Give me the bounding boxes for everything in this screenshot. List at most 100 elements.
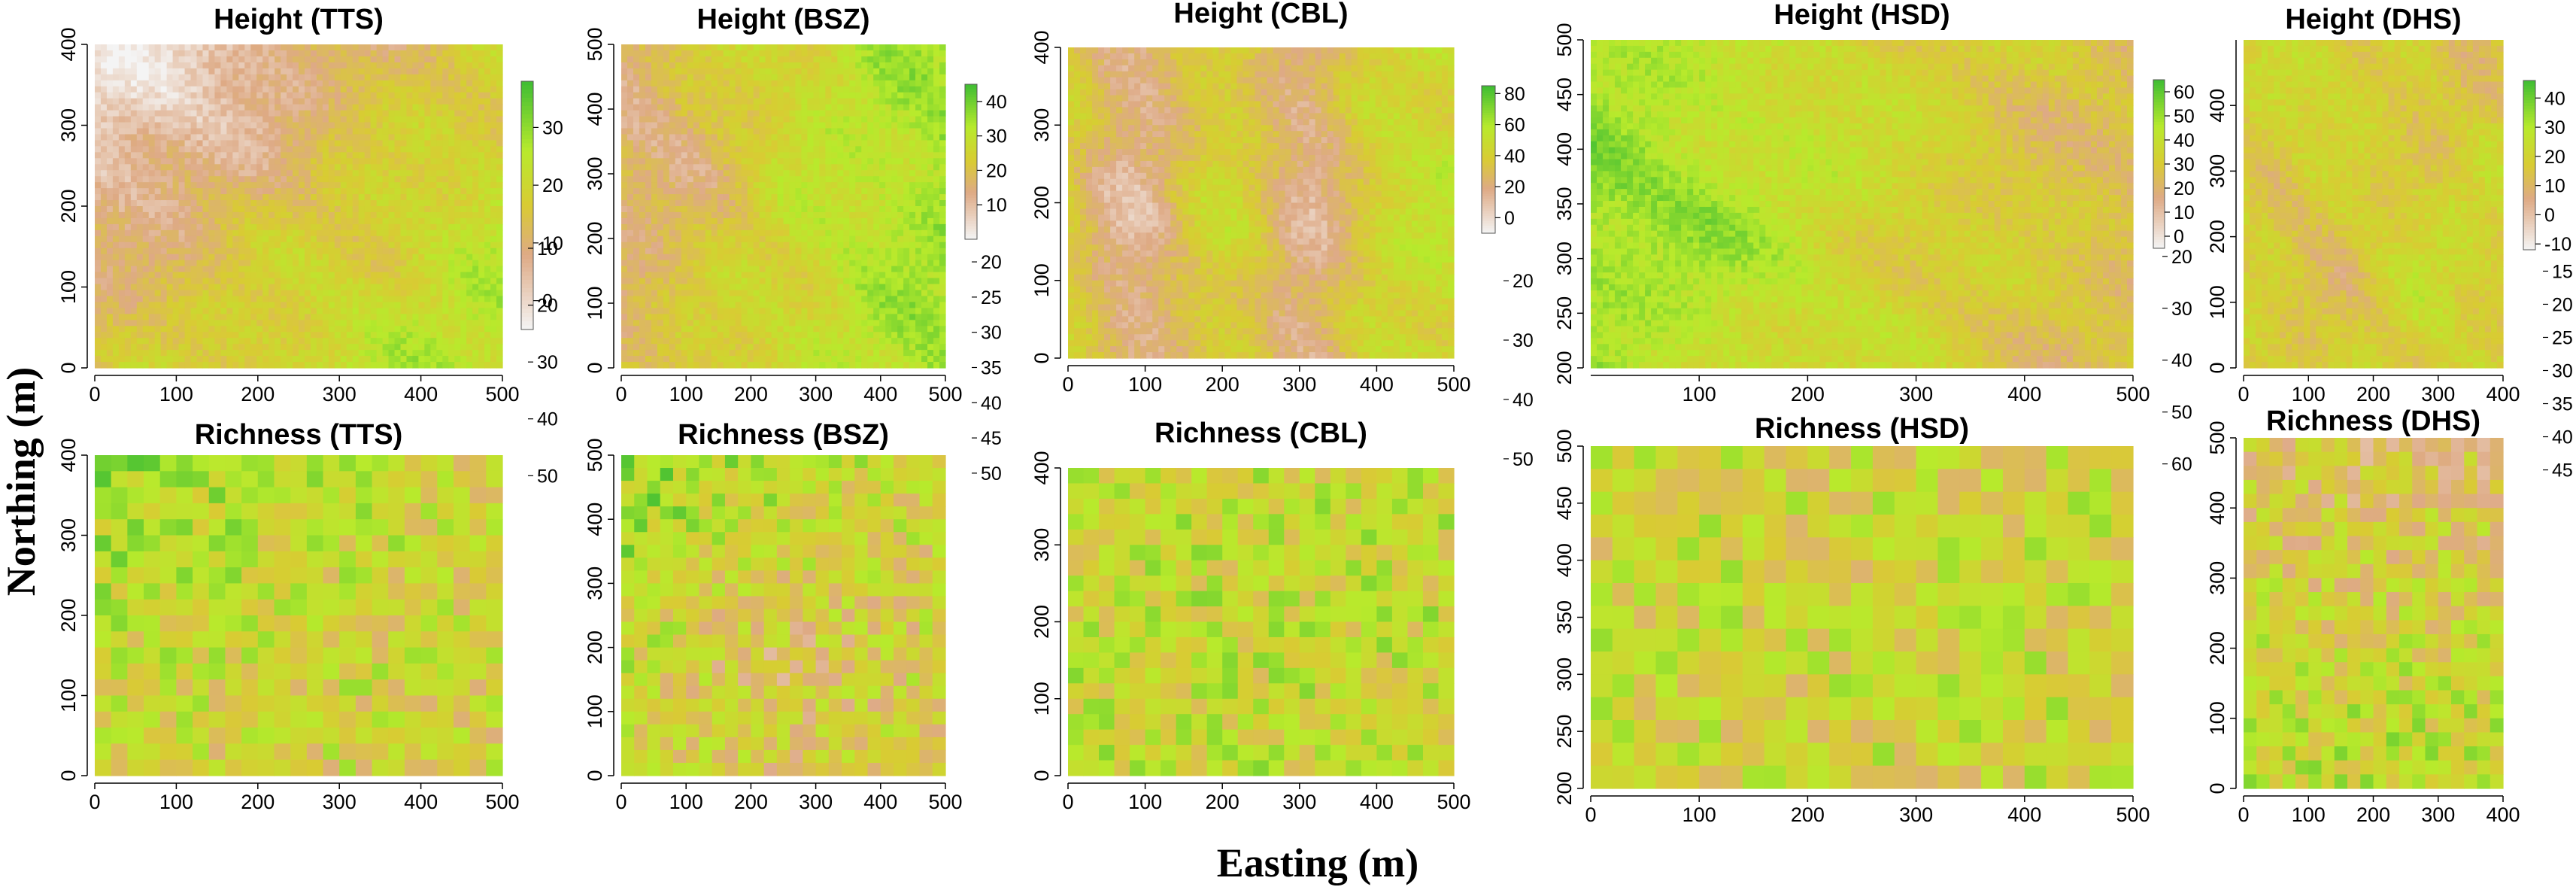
heatmap-cell: [172, 98, 180, 105]
heatmap-cell: [651, 248, 658, 255]
panel-1: Height (TTS)0 100 200 300 400 500010020030040…: [57, 4, 563, 405]
heatmap-cell: [208, 182, 216, 189]
heatmap-cell: [269, 260, 275, 267]
heatmap-cell: [729, 164, 736, 171]
heatmap-cell: [460, 134, 467, 141]
heatmap-cell: [100, 260, 108, 267]
heatmap-cell: [633, 128, 640, 135]
heatmap-cell: [484, 338, 491, 345]
heatmap-cell: [705, 164, 712, 171]
heatmap-cell: [747, 217, 754, 225]
heatmap-cell: [681, 110, 688, 117]
heatmap-cell: [412, 68, 420, 75]
heatmap-cell: [226, 152, 233, 159]
heatmap-cell: [388, 122, 396, 129]
heatmap-cell: [627, 254, 634, 261]
heatmap-cell: [304, 266, 311, 273]
heatmap-cell: [238, 104, 245, 111]
heatmap-cell: [160, 254, 168, 261]
heatmap-cell: [358, 122, 366, 129]
heatmap-cell: [382, 356, 390, 363]
heatmap-cell: [256, 296, 263, 302]
heatmap-cell: [717, 344, 724, 351]
heatmap-cell: [287, 158, 293, 165]
heatmap-cell: [735, 44, 742, 51]
heatmap-cell: [412, 235, 420, 243]
heatmap-cell: [651, 326, 658, 333]
heatmap-cell: [154, 241, 162, 249]
heatmap-cell: [106, 74, 114, 81]
heatmap-cell: [639, 110, 646, 117]
heatmap-cell: [334, 50, 341, 57]
heatmap-cell: [675, 211, 682, 219]
heatmap-cell: [711, 74, 718, 81]
heatmap-cell: [693, 284, 700, 291]
heatmap-cell: [418, 248, 425, 255]
heatmap-cell: [675, 278, 682, 285]
heatmap-cell: [627, 170, 634, 177]
heatmap-cell: [328, 92, 335, 99]
heatmap-cell: [269, 194, 275, 201]
heatmap-cell: [118, 74, 126, 81]
heatmap-cell: [118, 235, 126, 243]
heatmap-cell: [106, 326, 114, 333]
heatmap-cell: [723, 86, 730, 93]
heatmap-cell: [340, 146, 347, 153]
heatmap-cell: [669, 211, 676, 219]
heatmap-cell: [208, 260, 216, 267]
heatmap-cell: [364, 266, 372, 273]
panel-2: Height (BSZ)0 100 200 300 400 500010020030040…: [584, 4, 1007, 405]
heatmap-cell: [657, 134, 664, 141]
heatmap-cell: [238, 272, 245, 279]
heatmap-cell: [418, 140, 425, 147]
heatmap-cell: [639, 134, 646, 141]
heatmap-cell: [166, 158, 174, 165]
heatmap-cell: [412, 152, 420, 159]
heatmap-cell: [262, 92, 269, 99]
heatmap-cell: [281, 182, 287, 189]
heatmap-cell: [472, 241, 479, 249]
heatmap-cell: [466, 188, 473, 195]
heatmap-cell: [705, 254, 712, 261]
heatmap-cell: [627, 134, 634, 141]
heatmap-cell: [430, 206, 437, 213]
heatmap-cell: [148, 176, 156, 183]
heatmap-cell: [196, 62, 204, 69]
heatmap-cell: [154, 68, 162, 75]
colorbar-segment: [521, 168, 533, 173]
heatmap-cell: [293, 146, 299, 153]
heatmap-cell: [741, 176, 748, 183]
heatmap-cell: [424, 164, 431, 171]
heatmap-cell: [388, 278, 396, 285]
heatmap-cell: [275, 146, 281, 153]
heatmap-cell: [442, 217, 449, 225]
heatmap-cell: [412, 44, 420, 51]
heatmap-cell: [657, 200, 664, 207]
heatmap-cell: [663, 241, 670, 249]
heatmap-cell: [148, 68, 156, 75]
heatmap-cell: [208, 314, 216, 320]
heatmap-cell: [304, 104, 311, 111]
heatmap-cell: [741, 62, 748, 69]
heatmap-cell: [430, 211, 437, 219]
heatmap-cell: [406, 241, 414, 249]
heatmap-cell: [735, 356, 742, 363]
heatmap-cell: [466, 356, 473, 363]
heatmap-cell: [346, 314, 353, 320]
heatmap-cell: [681, 217, 688, 225]
heatmap-cell: [316, 86, 323, 93]
heatmap-cell: [400, 146, 408, 153]
heatmap-cell: [478, 308, 485, 314]
heatmap-cell: [460, 229, 467, 237]
heatmap-cell: [729, 320, 736, 327]
heatmap-cell: [412, 290, 420, 297]
x-tick-label: 400: [404, 383, 438, 405]
heatmap-cell: [729, 332, 736, 339]
heatmap-cell: [214, 134, 221, 141]
heatmap-cell: [651, 272, 658, 279]
heatmap-cell: [299, 272, 305, 279]
heatmap-cell: [340, 284, 347, 291]
heatmap-cell: [478, 284, 485, 291]
heatmap-cell: [112, 158, 120, 165]
heatmap-cell: [220, 68, 227, 75]
